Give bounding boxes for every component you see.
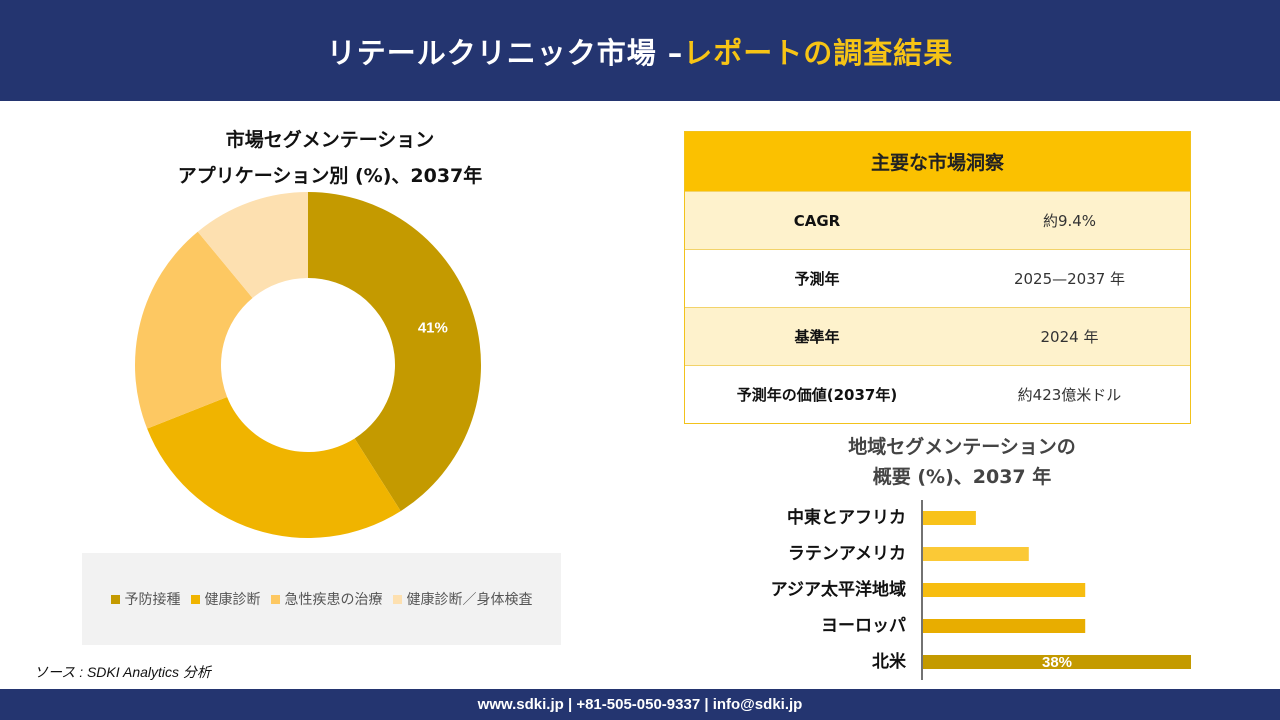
region-category-label: 北米: [872, 651, 907, 672]
donut-chart: 41%: [135, 192, 481, 538]
region-category-label: ラテンアメリカ: [788, 544, 906, 564]
legend-label: 健康診断: [204, 592, 261, 608]
region-bar-5: [923, 655, 1191, 669]
insights-value: 約423億米ドル: [1017, 386, 1122, 404]
legend-swatch: [110, 594, 120, 604]
header-bar: リテールクリニック市場 –レポートの調査結果: [0, 0, 1280, 101]
donut-chart-title: 市場セグメンテーション アプリケーション別 (%)、2037年: [120, 122, 540, 194]
region-bar-4: [923, 619, 1086, 633]
region-title-line1: 地域セグメンテーションの: [848, 436, 1076, 458]
insights-row-base-year: 基準年 2024 年: [685, 307, 1190, 365]
donut-slice-4: [197, 192, 308, 298]
donut-slice-2: [147, 397, 401, 538]
legend-label: 予防接種: [124, 592, 181, 608]
legend-swatch: [270, 594, 280, 604]
legend-item: 予防接種: [110, 589, 181, 609]
legend-swatch: [392, 594, 402, 604]
donut-title-line1: 市場セグメンテーション: [225, 129, 435, 151]
footer-bar: www.sdki.jp | +81-505-050-9337 | info@sd…: [0, 689, 1280, 720]
donut-legend: 予防接種 健康診断 急性疾患の治療 健康診断／身体検査: [82, 553, 561, 645]
region-data-label: 38%: [1042, 654, 1072, 671]
insights-label: 予測年: [794, 270, 840, 288]
region-bar-3: [923, 583, 1086, 597]
insights-label: 予測年の価値(2037年): [736, 386, 898, 404]
region-chart-title: 地域セグメンテーションの 概要 (%)、2037 年: [762, 432, 1162, 492]
region-bar-1: [923, 511, 976, 525]
contact-info: www.sdki.jp | +81-505-050-9337 | info@sd…: [477, 696, 803, 713]
source-note: ソース : SDKI Analytics 分析: [34, 664, 211, 680]
title-accent: レポートの調査結果: [683, 35, 954, 70]
legend-label: 急性疾患の治療: [284, 592, 383, 608]
legend-item: 健康診断: [190, 589, 261, 609]
region-category-label: アジア太平洋地域: [771, 579, 906, 600]
insights-value: 2024 年: [1040, 328, 1099, 346]
insights-value: 2025—2037 年: [1013, 270, 1126, 288]
insights-row-cagr: CAGR 約9.4%: [685, 191, 1190, 249]
insights-table: 主要な市場洞察 CAGR 約9.4% 予測年 2025—2037 年 基準年 2…: [684, 131, 1191, 424]
donut-data-label: 41%: [418, 320, 448, 337]
legend-item: 急性疾患の治療: [270, 589, 383, 609]
region-bar-2: [923, 547, 1029, 561]
insights-heading: 主要な市場洞察: [685, 132, 1190, 191]
region-title-line2: 概要 (%)、2037 年: [872, 466, 1052, 488]
insights-label: CAGR: [793, 211, 841, 230]
donut-slice-3: [135, 231, 253, 429]
donut-slice-1: [308, 192, 481, 512]
legend-swatch: [190, 594, 200, 604]
page-title: リテールクリニック市場 –レポートの調査結果: [327, 30, 954, 72]
insights-label: 基準年: [794, 328, 840, 346]
region-category-label: ヨーロッパ: [821, 616, 906, 636]
insights-row-forecast-value: 予測年の価値(2037年) 約423億米ドル: [685, 365, 1190, 423]
title-main: リテールクリニック市場 –: [326, 35, 684, 70]
legend-item: 健康診断／身体検査: [392, 589, 533, 609]
donut-title-line2: アプリケーション別 (%)、2037年: [177, 165, 483, 187]
legend-label: 健康診断／身体検査: [406, 592, 533, 608]
region-category-label: 中東とアフリカ: [787, 507, 906, 528]
insights-value: 約9.4%: [1042, 212, 1097, 230]
insights-row-forecast-years: 予測年 2025—2037 年: [685, 249, 1190, 307]
